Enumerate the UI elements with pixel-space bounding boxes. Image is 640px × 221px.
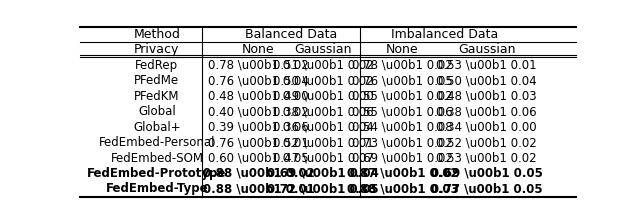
Text: 0.73 \u00b1 0.02: 0.73 \u00b1 0.02 — [352, 136, 452, 149]
Text: 0.55 \u00b1 0.06: 0.55 \u00b1 0.06 — [352, 105, 452, 118]
Text: Global+: Global+ — [133, 121, 180, 133]
Text: 0.88 \u00b1 0.03: 0.88 \u00b1 0.03 — [346, 183, 458, 195]
Text: 0.52 \u00b1 0.02: 0.52 \u00b1 0.02 — [436, 136, 537, 149]
Text: 0.50 \u00b1 0.02: 0.50 \u00b1 0.02 — [273, 74, 373, 87]
Text: FedEmbed-Personal: FedEmbed-Personal — [99, 136, 215, 149]
Text: FedEmbed-Type: FedEmbed-Type — [106, 183, 208, 195]
Text: 0.36 \u00b1 0.04: 0.36 \u00b1 0.04 — [273, 121, 373, 133]
Text: Balanced Data: Balanced Data — [244, 28, 337, 41]
Text: PFedMe: PFedMe — [134, 74, 179, 87]
Text: 0.60 \u00b1 0.05: 0.60 \u00b1 0.05 — [208, 152, 309, 164]
Text: 0.48 \u00b1 0.03: 0.48 \u00b1 0.03 — [436, 90, 537, 103]
Text: 0.52 \u00b1 0.01: 0.52 \u00b1 0.01 — [273, 136, 373, 149]
Text: Method: Method — [134, 28, 180, 41]
Text: None: None — [386, 43, 419, 56]
Text: 0.88 \u00b1 0.02: 0.88 \u00b1 0.02 — [203, 167, 314, 180]
Text: 0.87 \u00b1 0.02: 0.87 \u00b1 0.02 — [347, 167, 458, 180]
Text: 0.69 \u00b1 0.02: 0.69 \u00b1 0.02 — [352, 152, 453, 164]
Text: 0.69 \u00b1 0.04: 0.69 \u00b1 0.04 — [267, 167, 379, 180]
Text: 0.88 \u00b1 0.01: 0.88 \u00b1 0.01 — [203, 183, 314, 195]
Text: 0.77 \u00b1 0.05: 0.77 \u00b1 0.05 — [431, 183, 543, 195]
Text: 0.55 \u00b1 0.02: 0.55 \u00b1 0.02 — [352, 90, 452, 103]
Text: 0.53 \u00b1 0.01: 0.53 \u00b1 0.01 — [436, 59, 537, 72]
Text: None: None — [243, 43, 275, 56]
Text: 0.76 \u00b1 0.05: 0.76 \u00b1 0.05 — [352, 74, 452, 87]
Text: 0.39 \u00b1 0.06: 0.39 \u00b1 0.06 — [208, 121, 309, 133]
Text: 0.78 \u00b1 0.02: 0.78 \u00b1 0.02 — [352, 59, 452, 72]
Text: Gaussian: Gaussian — [294, 43, 352, 56]
Text: 0.40 \u00b1 0.02: 0.40 \u00b1 0.02 — [208, 105, 309, 118]
Text: 0.53 \u00b1 0.02: 0.53 \u00b1 0.02 — [436, 152, 537, 164]
Text: 0.69 \u00b1 0.05: 0.69 \u00b1 0.05 — [431, 167, 543, 180]
Text: 0.38 \u00b1 0.06: 0.38 \u00b1 0.06 — [436, 105, 537, 118]
Text: FedRep: FedRep — [135, 59, 179, 72]
Text: 0.34 \u00b1 0.00: 0.34 \u00b1 0.00 — [436, 121, 537, 133]
Text: Imbalanced Data: Imbalanced Data — [391, 28, 498, 41]
Text: 0.54 \u00b1 0.08: 0.54 \u00b1 0.08 — [352, 121, 452, 133]
Text: Privacy: Privacy — [134, 43, 180, 56]
Text: PFedKM: PFedKM — [134, 90, 180, 103]
Text: Global: Global — [138, 105, 176, 118]
Text: 0.47 \u00b1 0.07: 0.47 \u00b1 0.07 — [273, 152, 374, 164]
Text: 0.76 \u00b1 0.01: 0.76 \u00b1 0.01 — [208, 136, 309, 149]
Text: 0.78 \u00b1 0.02: 0.78 \u00b1 0.02 — [208, 59, 309, 72]
Text: FedEmbed-Prototype: FedEmbed-Prototype — [87, 167, 227, 180]
Text: FedEmbed-SOM: FedEmbed-SOM — [110, 152, 204, 164]
Text: 0.38 \u00b1 0.06: 0.38 \u00b1 0.06 — [273, 105, 373, 118]
Text: 0.76 \u00b1 0.04: 0.76 \u00b1 0.04 — [208, 74, 309, 87]
Text: 0.48 \u00b1 0.00: 0.48 \u00b1 0.00 — [208, 90, 309, 103]
Text: 0.72 \u00b1 0.05: 0.72 \u00b1 0.05 — [268, 183, 379, 195]
Text: 0.49 \u00b1 0.00: 0.49 \u00b1 0.00 — [273, 90, 373, 103]
Text: Gaussian: Gaussian — [458, 43, 515, 56]
Text: 0.50 \u00b1 0.04: 0.50 \u00b1 0.04 — [436, 74, 537, 87]
Text: 0.51 \u00b1 0.02: 0.51 \u00b1 0.02 — [273, 59, 373, 72]
